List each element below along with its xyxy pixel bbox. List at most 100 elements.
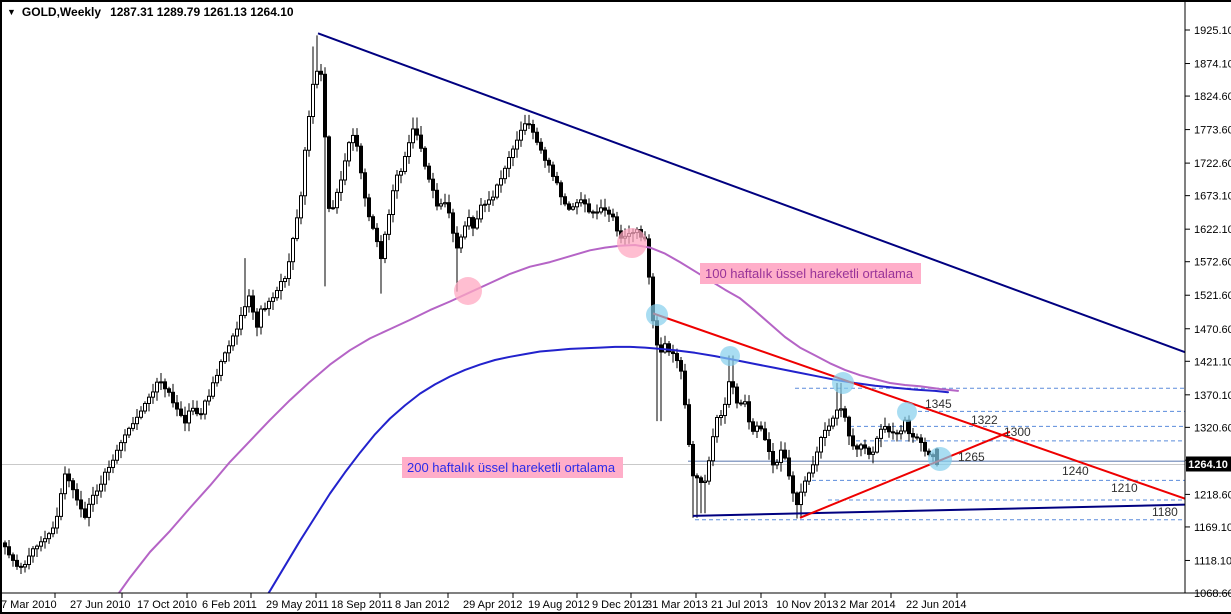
candle-body <box>499 178 503 186</box>
candle-body <box>763 428 767 441</box>
highlight-circle-pink[interactable] <box>454 277 482 305</box>
candle-body <box>487 199 491 205</box>
candle-body <box>27 555 31 566</box>
candle-body <box>127 427 131 436</box>
trendline-red-ascending[interactable] <box>799 430 1011 519</box>
candle-body <box>199 413 203 416</box>
collapse-ohlc-icon[interactable]: ▼ <box>7 7 16 17</box>
y-axis-tick-label: 1169.10 <box>1194 522 1231 534</box>
candle-body <box>563 196 567 205</box>
candle-body <box>443 202 447 205</box>
candle-body <box>447 202 451 214</box>
candle-body <box>511 148 515 159</box>
candle-body <box>879 428 883 439</box>
trendline-navy-support[interactable] <box>692 503 1185 517</box>
candle-body <box>735 386 739 404</box>
candle-body <box>151 391 155 398</box>
ema100-note[interactable]: 100 haftalık üssel hareketli ortalama <box>700 263 921 284</box>
candle-body <box>587 203 591 213</box>
ema-200-line[interactable] <box>256 345 949 612</box>
candle-body <box>475 218 479 229</box>
candle-body <box>687 404 691 445</box>
candle-body <box>799 491 803 506</box>
candle-body <box>299 195 303 219</box>
candle-body <box>755 425 759 432</box>
candle-body <box>759 425 763 430</box>
price-level-label[interactable]: 1345 <box>925 397 952 411</box>
price-level-label[interactable]: 1265 <box>958 450 985 464</box>
candle-body <box>843 408 847 418</box>
highlight-circle-blue[interactable] <box>928 447 952 471</box>
candle-body <box>435 189 439 207</box>
candle-body <box>131 423 135 429</box>
candle-body <box>471 217 475 229</box>
candle-body <box>427 165 431 180</box>
trendline-red-descending[interactable] <box>652 312 1185 500</box>
highlight-circle-blue[interactable] <box>897 402 917 422</box>
price-level-labels[interactable]: 1345 1322 1300 1265 1240 1210 1180 <box>925 397 1178 519</box>
trendline-navy-descending-resistance[interactable] <box>317 32 1185 354</box>
candle-body <box>343 160 347 181</box>
candle-body <box>59 493 63 517</box>
candle-body <box>803 480 807 493</box>
y-axis-tick-label: 1673.10 <box>1194 191 1231 203</box>
candle-body <box>555 175 559 184</box>
candle-body <box>479 204 483 220</box>
candle-body <box>807 472 811 482</box>
candle-body <box>39 541 43 547</box>
candle-body <box>423 147 427 167</box>
candle-body <box>179 408 183 416</box>
ema200-note[interactable]: 200 haftalık üssel hareketli ortalama <box>402 457 623 478</box>
candle-body <box>87 503 91 518</box>
candle-body <box>399 170 403 176</box>
candle-body <box>263 308 267 311</box>
candle-body <box>815 451 819 466</box>
y-axis[interactable]: 1925.10 1874.10 1824.60 1773.60 1722.60 1673.… <box>1184 0 1231 600</box>
candle-body <box>95 490 99 496</box>
y-axis-tick-label: 1925.10 <box>1194 25 1231 37</box>
candle-body <box>779 449 783 463</box>
candle-body <box>591 211 595 214</box>
highlight-circle-blue[interactable] <box>646 304 668 326</box>
candle-body <box>699 477 703 483</box>
candle-body <box>695 475 699 479</box>
price-level-label[interactable]: 1210 <box>1111 481 1138 495</box>
candle-body <box>707 460 711 482</box>
candle-body <box>451 212 455 234</box>
price-level-label[interactable]: 1300 <box>1004 425 1031 439</box>
candle-body <box>719 415 723 419</box>
candle-body <box>415 128 419 136</box>
candle-body <box>531 123 535 133</box>
highlight-circle-blue[interactable] <box>720 346 740 366</box>
candle-body <box>575 202 579 208</box>
price-level-label[interactable]: 1240 <box>1062 464 1089 478</box>
highlight-circle-blue[interactable] <box>832 372 854 394</box>
candle-body <box>67 473 71 482</box>
candle-body <box>767 439 771 452</box>
x-axis[interactable]: 7 Mar 2010 27 Jun 2010 17 Oct 2010 6 Feb 20… <box>0 592 1231 611</box>
candle-body <box>147 396 151 404</box>
x-axis-tick-label: 19 Aug 2012 <box>528 599 590 611</box>
candle-body <box>75 489 79 501</box>
candle-body <box>495 184 499 198</box>
highlight-circles[interactable] <box>454 228 952 471</box>
candle-body <box>271 297 275 302</box>
current-price-tag: 1264.10 <box>1186 456 1231 472</box>
candle-body <box>875 437 879 453</box>
candle-body <box>335 191 339 209</box>
candle-body <box>667 343 671 353</box>
candle-body <box>891 431 895 434</box>
price-level-label[interactable]: 1180 <box>1152 505 1178 519</box>
candle-body <box>371 216 375 229</box>
candle-body <box>103 471 107 485</box>
candle-body <box>311 83 315 118</box>
candle-body <box>747 401 751 423</box>
x-axis-tick-label: 18 Sep 2011 <box>331 599 393 611</box>
x-axis-tick-label: 17 Oct 2010 <box>137 599 197 611</box>
candle-body <box>43 538 47 543</box>
ema-100-line[interactable] <box>113 244 959 601</box>
price-level-label[interactable]: 1322 <box>971 413 998 427</box>
highlight-circle-pink[interactable] <box>617 228 647 258</box>
